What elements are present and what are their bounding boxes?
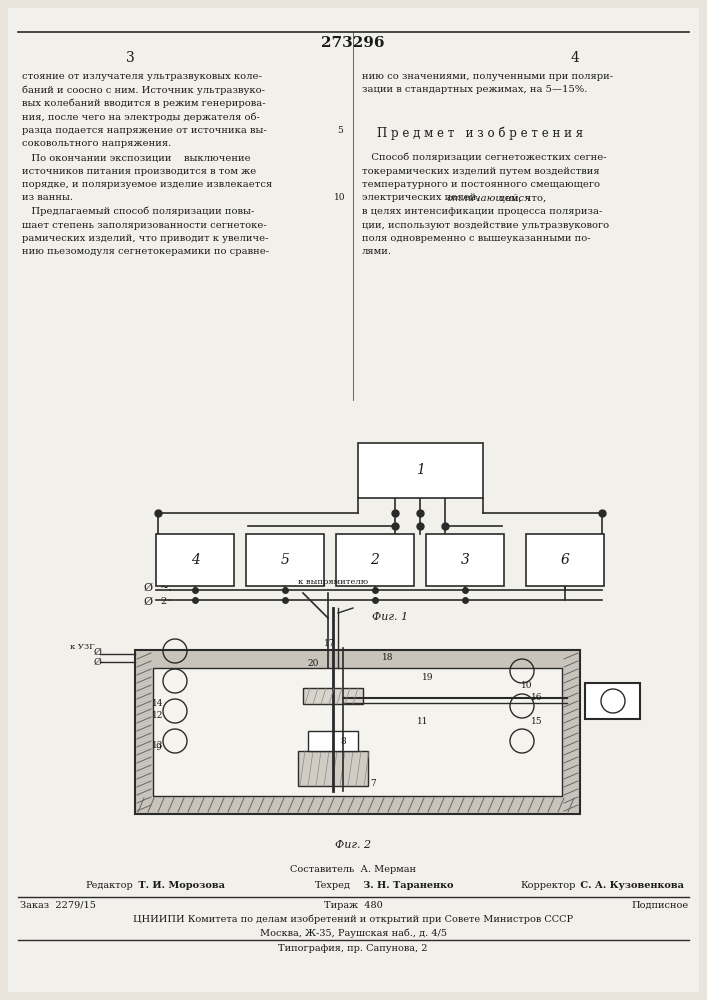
Text: Заказ  2279/15: Заказ 2279/15 [20,901,96,910]
Text: 3: 3 [460,553,469,567]
Text: Способ поляризации сегнетожестких сегне-: Способ поляризации сегнетожестких сегне- [362,153,607,162]
Text: З. Н. Тараненко: З. Н. Тараненко [360,881,453,890]
Text: Составитель  А. Мерман: Составитель А. Мерман [290,865,416,874]
Text: Т. И. Морозова: Т. И. Морозова [135,881,225,890]
Text: П р е д м е т   и з о б р е т е н и я: П р е д м е т и з о б р е т е н и я [377,126,583,139]
Text: тем, что,: тем, что, [496,194,546,202]
Text: в целях интенсификации процесса поляриза-: в целях интенсификации процесса поляриза… [362,207,602,216]
Text: Ø: Ø [93,658,101,666]
Text: нию пьезомодуля сегнетокерамики по сравне-: нию пьезомодуля сегнетокерамики по сравн… [22,247,269,256]
Text: 3: 3 [126,51,134,65]
Text: 13: 13 [152,742,164,750]
Text: Типография, пр. Сапунова, 2: Типография, пр. Сапунова, 2 [279,944,428,953]
Text: По окончании экспозиции    выключение: По окончании экспозиции выключение [22,153,250,162]
Text: 19: 19 [422,674,434,682]
Text: ЦНИИПИ Комитета по делам изобретений и открытий при Совете Министров СССР: ЦНИИПИ Комитета по делам изобретений и о… [133,915,573,924]
Text: 12: 12 [152,712,164,720]
Text: Ø: Ø [144,583,153,593]
Text: Редактор: Редактор [85,881,133,890]
Text: 20: 20 [308,658,319,668]
Text: к выпрямителю: к выпрямителю [298,578,368,586]
Text: Фиг. 2: Фиг. 2 [335,840,371,850]
Bar [135,650,580,814]
Text: Ø: Ø [93,648,101,656]
Text: 6: 6 [561,553,569,567]
Text: вых колебаний вводится в режим генерирова-: вых колебаний вводится в режим генериров… [22,99,266,108]
Text: 15: 15 [531,716,543,726]
Bar [246,534,324,586]
Text: шает степень заполяризованности сегнетоке-: шает степень заполяризованности сегнеток… [22,221,267,230]
Text: 2: 2 [160,597,166,606]
Text: 9: 9 [155,744,161,752]
Text: стояние от излучателя ультразвуковых коле-: стояние от излучателя ультразвуковых кол… [22,72,262,81]
Text: рамических изделий, что приводит к увеличе-: рамических изделий, что приводит к увели… [22,234,269,243]
Text: порядке, и поляризуемое изделие извлекается: порядке, и поляризуемое изделие извлекае… [22,180,272,189]
Text: С. А. Кузовенкова: С. А. Кузовенкова [577,881,684,890]
Text: отличающийся: отличающийся [447,194,532,202]
Text: 10: 10 [334,194,346,202]
Text: 5: 5 [337,126,343,135]
Text: зации в стандартных режимах, на 5—15%.: зации в стандартных режимах, на 5—15%. [362,86,588,95]
Text: ции, используют воздействие ультразвукового: ции, используют воздействие ультразвуков… [362,221,609,230]
Text: 10: 10 [521,682,533,690]
Text: поля одновременно с вышеуказанными по-: поля одновременно с вышеуказанными по- [362,234,590,243]
Text: Тираж  480: Тираж 480 [324,901,382,910]
Text: 4: 4 [571,51,580,65]
Bar [358,442,482,497]
Text: 1: 1 [416,463,424,477]
Text: к УЗГ: к УЗГ [70,643,95,651]
Text: температурного и постоянного смещающего: температурного и постоянного смещающего [362,180,600,189]
Text: соковольтного напряжения.: соковольтного напряжения. [22,139,171,148]
Text: Фиг. 1: Фиг. 1 [372,612,408,622]
Text: 18: 18 [382,654,394,662]
Text: Ø: Ø [144,597,153,607]
Bar [156,534,234,586]
Text: Корректор: Корректор [520,881,575,890]
Bar [308,731,358,751]
Text: 7: 7 [370,780,376,788]
Bar [303,688,363,704]
Text: 2: 2 [370,553,380,567]
Text: ~: ~ [160,583,169,593]
Text: источников питания производится в том же: источников питания производится в том же [22,166,256,176]
Text: из ванны.: из ванны. [22,194,73,202]
Text: разца подается напряжение от источника вы-: разца подается напряжение от источника в… [22,126,267,135]
Text: 11: 11 [417,716,428,726]
Text: лями.: лями. [362,247,392,256]
Bar [336,534,414,586]
Text: нию со значениями, полученными при поляри-: нию со значениями, полученными при поляр… [362,72,613,81]
Bar [153,668,562,796]
Text: 14: 14 [152,698,164,708]
Text: Предлагаемый способ поляризации повы-: Предлагаемый способ поляризации повы- [22,207,255,217]
Text: 8: 8 [340,736,346,746]
Text: 4: 4 [191,553,199,567]
Bar [426,534,504,586]
Text: электрических полей,: электрических полей, [362,194,483,202]
Text: 5: 5 [281,553,289,567]
Bar [526,534,604,586]
Text: 17: 17 [325,639,336,648]
Text: баний и соосно с ним. Источник ультразвуко-: баний и соосно с ним. Источник ультразву… [22,86,265,95]
Text: токерамических изделий путем воздействия: токерамических изделий путем воздействия [362,166,600,176]
Bar [298,751,368,786]
Text: Москва, Ж-35, Раушская наб., д. 4/5: Москва, Ж-35, Раушская наб., д. 4/5 [259,928,447,938]
Text: Подписное: Подписное [632,901,689,910]
Bar [585,683,640,719]
Text: 16: 16 [531,694,543,702]
Text: ния, после чего на электроды держателя об-: ния, после чего на электроды держателя о… [22,112,260,122]
Text: Техред: Техред [315,881,351,890]
Text: 273296: 273296 [321,36,385,50]
